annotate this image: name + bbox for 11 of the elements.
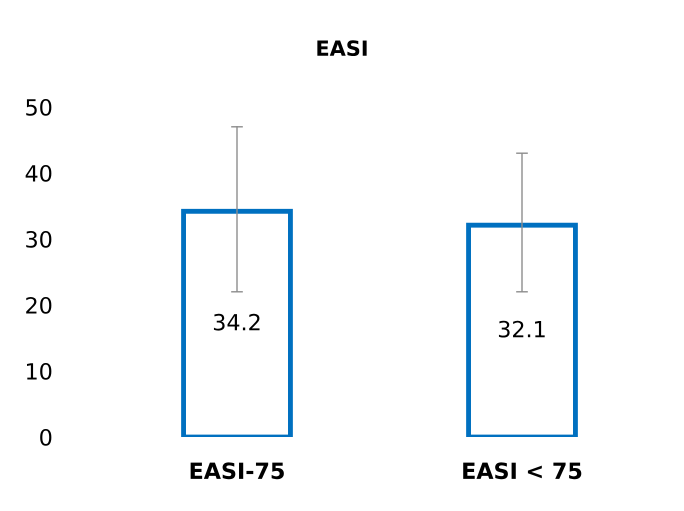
x-tick-label: EASI < 75 bbox=[463, 462, 582, 480]
x-tick-label: EASI-75 bbox=[190, 462, 284, 480]
y-tick-label: 50 bbox=[26, 98, 52, 116]
data-label: 34.2 bbox=[214, 314, 260, 331]
data-label: 32.1 bbox=[498, 320, 545, 338]
y-tick-label: 0 bbox=[40, 428, 52, 446]
y-tick-label: 30 bbox=[26, 230, 52, 248]
y-tick-label: 40 bbox=[26, 164, 52, 182]
y-tick-label: 10 bbox=[26, 362, 52, 380]
chart-title: EASI bbox=[317, 40, 367, 56]
y-tick-label: 20 bbox=[26, 296, 52, 314]
